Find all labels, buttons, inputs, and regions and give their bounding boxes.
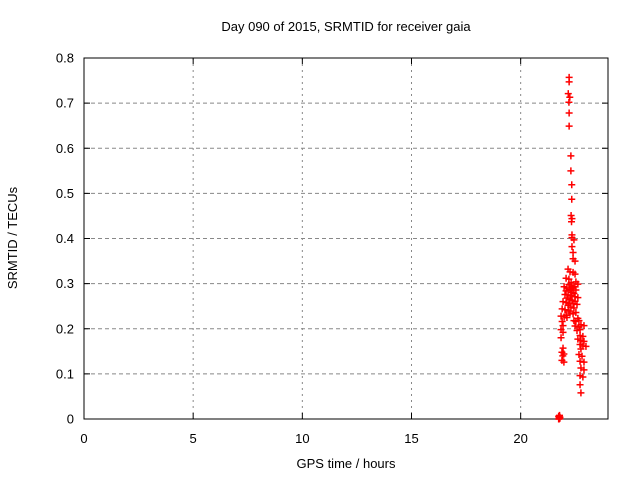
y-tick-label: 0.1 [56, 366, 74, 381]
y-tick-label: 0.2 [56, 321, 74, 336]
data-point-marker [580, 322, 588, 330]
x-tick-label: 5 [190, 431, 197, 446]
data-point-marker [580, 337, 588, 345]
chart-title: Day 090 of 2015, SRMTID for receiver gai… [221, 19, 471, 34]
y-tick-label: 0.7 [56, 96, 74, 111]
axis-ticks [83, 57, 608, 420]
data-point-marker [561, 306, 569, 314]
x-axis-label: GPS time / hours [297, 456, 396, 471]
data-point-marker [568, 181, 576, 189]
data-point-marker [558, 318, 566, 326]
data-point-marker [567, 167, 575, 175]
data-point-marker [559, 322, 567, 330]
data-point-marker [570, 304, 578, 312]
data-point-marker [564, 90, 572, 98]
data-point-marker [565, 122, 573, 130]
data-point-marker [565, 78, 573, 86]
data-point-marker [577, 345, 585, 353]
data-point-marker [569, 248, 577, 256]
data-point-marker [580, 366, 588, 374]
y-tick-label: 0.3 [56, 276, 74, 291]
data-point-marker [567, 292, 575, 300]
data-point-marker [555, 413, 563, 421]
data-point-marker [560, 358, 568, 366]
data-point-marker [573, 327, 581, 335]
data-point-marker [576, 357, 584, 365]
data-point-marker [559, 344, 567, 352]
x-tick-label: 10 [295, 431, 309, 446]
data-point-marker [582, 342, 590, 350]
data-point-marker [559, 352, 567, 360]
data-point-marker [573, 300, 581, 308]
data-point-marker [574, 280, 582, 288]
data-point-marker [571, 322, 579, 330]
data-point-marker [572, 318, 580, 326]
data-point-marker [579, 332, 587, 340]
x-tick-label: 20 [513, 431, 527, 446]
data-point-marker [579, 373, 587, 381]
grid-lines [84, 58, 608, 419]
x-tick-label: 15 [404, 431, 418, 446]
data-point-marker [559, 328, 567, 336]
data-point-marker [571, 270, 579, 278]
data-point-marker [568, 243, 576, 251]
y-axis-label: SRMTID / TECUs [5, 186, 20, 289]
data-point-marker [577, 389, 585, 397]
data-point-marker [568, 218, 576, 226]
data-point-marker [557, 334, 565, 342]
data-point-marker [570, 236, 578, 244]
data-point-marker [576, 381, 584, 389]
data-point-marker [562, 287, 570, 295]
data-point-marker [569, 299, 577, 307]
y-tick-label: 0.8 [56, 51, 74, 66]
y-tick-label: 0 [67, 412, 74, 427]
data-point-marker [566, 93, 574, 101]
data-point-marker [571, 257, 579, 265]
data-point-marker [567, 211, 575, 219]
data-point-marker [580, 358, 588, 366]
y-tick-label: 0.4 [56, 231, 74, 246]
data-point-marker [567, 152, 575, 160]
data-point-marker [565, 109, 573, 117]
data-points [555, 73, 590, 423]
y-tick-label: 0.6 [56, 141, 74, 156]
data-point-marker [563, 313, 571, 321]
data-point-marker [565, 98, 573, 106]
data-point-marker [578, 352, 586, 360]
data-point-marker [574, 294, 582, 302]
tick-labels: 0 5 10 15 20 0 0.1 0.2 0.3 0.4 0.5 0.6 0.7 0.8 [56, 51, 528, 447]
data-point-marker [569, 310, 577, 318]
x-tick-label: 0 [80, 431, 87, 446]
data-point-marker [568, 195, 576, 203]
y-tick-label: 0.5 [56, 186, 74, 201]
